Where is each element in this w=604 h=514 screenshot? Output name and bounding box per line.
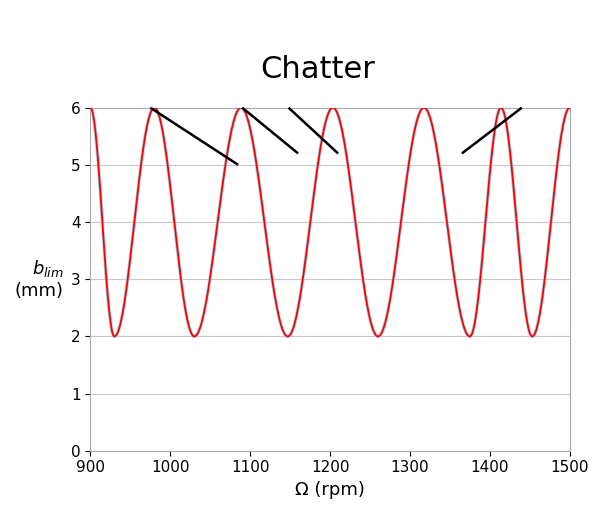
X-axis label: Ω (rpm): Ω (rpm) [295, 481, 365, 499]
Y-axis label: $b_{lim}$
(mm): $b_{lim}$ (mm) [15, 259, 64, 300]
Text: Chatter: Chatter [261, 54, 376, 84]
